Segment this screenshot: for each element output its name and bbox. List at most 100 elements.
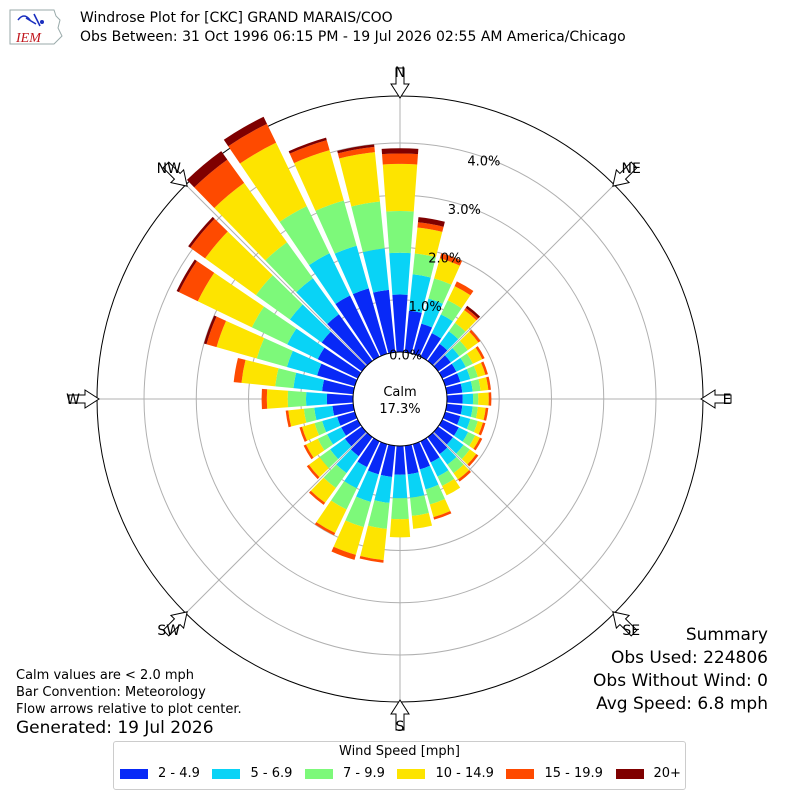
bar-segment: [323, 464, 347, 488]
bar-segment: [334, 245, 369, 295]
bar-segment: [462, 431, 476, 446]
flow-arrow: [390, 67, 410, 99]
bar-segment: [308, 457, 329, 478]
bar-segment: [351, 201, 385, 253]
bar-segment: [336, 449, 359, 474]
bar-segment: [453, 464, 470, 480]
notes-block: Calm values are < 2.0 mph Bar Convention…: [16, 667, 242, 718]
bar-segment: [412, 323, 433, 357]
bar-segment: [452, 340, 468, 357]
bar-segment: [417, 217, 445, 227]
bar-segment: [404, 444, 419, 475]
bar-segment: [470, 379, 481, 392]
flow-arrow: [68, 389, 100, 409]
bar-segment: [359, 555, 384, 563]
bar-segment: [465, 305, 481, 319]
bar-segment: [286, 350, 322, 376]
bar-segment: [457, 369, 471, 382]
legend-title: Wind Speed [mph]: [339, 744, 460, 759]
legend-label: 20+: [653, 766, 681, 781]
bar-segment: [288, 408, 307, 427]
bar-segment: [197, 272, 264, 328]
bar-segment: [339, 152, 380, 207]
bar-segment: [428, 278, 452, 304]
bar-segment: [303, 407, 317, 423]
direction-label: SE: [622, 623, 640, 639]
bar-segment: [332, 403, 355, 416]
bar-segment: [446, 394, 463, 404]
bar-segment: [437, 470, 455, 487]
bar-segment: [367, 441, 388, 475]
bar-segment: [287, 390, 307, 408]
bar-segment: [466, 347, 483, 364]
flow-arrow: [162, 611, 188, 637]
bar-segment: [279, 206, 330, 266]
generated-date: Generated: 19 Jul 2026: [16, 718, 214, 738]
legend-item: 20+: [615, 766, 681, 781]
bar-segment: [412, 441, 430, 470]
bar-segment: [266, 389, 288, 409]
bar-segment: [483, 407, 489, 421]
bar-segment: [296, 278, 339, 325]
bar-segment: [457, 416, 471, 429]
legend-item: 15 - 19.9: [506, 766, 603, 781]
bar-segment: [373, 289, 396, 354]
arrow-shape: [162, 161, 188, 187]
obs-without-wind: Obs Without Wind: 0: [593, 671, 768, 691]
bar-segment: [407, 472, 425, 498]
legend-swatch: [120, 768, 148, 779]
avg-speed: Avg Speed: 6.8 mph: [596, 694, 768, 714]
bar-segment: [357, 437, 380, 468]
bar-segment: [448, 322, 466, 340]
arrow-note: Flow arrows relative to plot center.: [16, 702, 242, 717]
bar-segment: [303, 444, 314, 460]
bar-segment: [389, 518, 411, 538]
bar-segment: [470, 406, 478, 419]
bar-segment: [429, 499, 451, 518]
bar-segment: [327, 314, 373, 366]
overlay-layer: Calm 17.3% 0.0% 1.0% 2.0% 3.0% 4.0% N NE E SE S SW W N…: [66, 65, 732, 735]
bar-segment: [326, 393, 354, 405]
bar-segment: [341, 419, 362, 436]
bar-segment: [473, 421, 483, 435]
arrow-shape: [68, 389, 100, 409]
direction-label: N: [395, 65, 405, 81]
legend-label: 5 - 6.9: [250, 766, 293, 781]
bar-segment: [442, 411, 461, 425]
legend-item: 10 - 14.9: [397, 766, 494, 781]
bar-segment: [478, 377, 489, 391]
flow-arrow: [612, 611, 638, 637]
legend-label: 2 - 4.9: [158, 766, 200, 781]
bar-segment: [410, 495, 429, 516]
bar-segment: [190, 218, 228, 259]
bar-segment: [380, 444, 396, 477]
legend-item: 5 - 6.9: [212, 766, 292, 781]
bar-segment: [356, 470, 379, 503]
bar-segment: [447, 457, 464, 474]
bar-segment: [488, 392, 492, 406]
legend-label: 7 - 9.9: [342, 766, 385, 781]
bar-segment: [214, 182, 287, 261]
bar-segment: [228, 123, 277, 164]
calm-circle: [352, 351, 448, 447]
bar-segment: [453, 427, 469, 442]
bar-segment: [337, 146, 375, 159]
bar-segment: [331, 546, 356, 560]
bar-segment: [316, 500, 347, 534]
bar-segment: [288, 137, 327, 154]
bar-segment: [289, 304, 331, 343]
bar-segment: [239, 142, 307, 222]
legend-swatch: [506, 768, 535, 779]
bar-segment: [445, 383, 463, 395]
bar-segment: [456, 444, 470, 460]
direction-label: E: [723, 392, 732, 408]
radial-tick-label: 1.0%: [409, 300, 442, 315]
bar-segment: [350, 432, 373, 457]
bar-segment: [464, 307, 479, 321]
legend-swatch: [397, 768, 426, 779]
bar-segment: [315, 200, 357, 254]
bar-segment: [275, 368, 297, 389]
bar-segment: [392, 474, 408, 499]
bar-segment: [440, 300, 462, 322]
bar-segment: [462, 393, 474, 405]
